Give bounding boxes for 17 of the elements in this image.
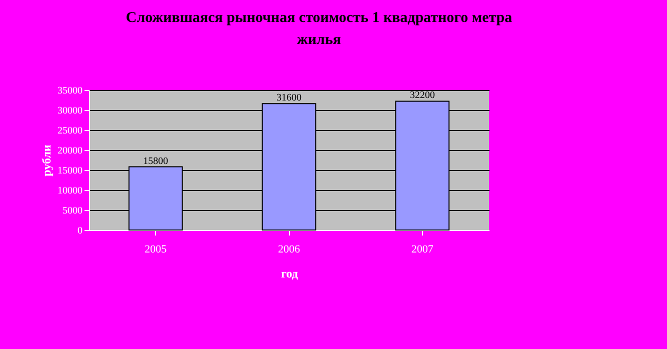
chart-title: Сложившаяся рыночная стоимость 1 квадратного метра жилья bbox=[126, 10, 513, 48]
x-tick-label: 2005 bbox=[144, 244, 168, 256]
data-label: 31600 bbox=[276, 92, 302, 104]
data-label: 32200 bbox=[410, 90, 435, 102]
data-label: 15800 bbox=[143, 156, 168, 167]
y-tick-label: 30000 bbox=[58, 106, 82, 116]
x-tick-label: 2007 bbox=[411, 244, 434, 256]
x-tick-label: 2006 bbox=[278, 244, 300, 256]
y-tick-label: 20000 bbox=[58, 146, 82, 156]
y-tick-label: 5000 bbox=[62, 206, 82, 216]
y-tick-label: 35000 bbox=[58, 86, 82, 96]
y-tick-label: 10000 bbox=[58, 186, 82, 196]
y-tick-label: 15000 bbox=[58, 166, 82, 176]
x-axis-title: год bbox=[281, 266, 298, 280]
y-axis-title: рубли bbox=[40, 144, 54, 176]
y-tick-label: 25000 bbox=[58, 126, 82, 136]
y-tick-label: 0 bbox=[78, 226, 82, 236]
